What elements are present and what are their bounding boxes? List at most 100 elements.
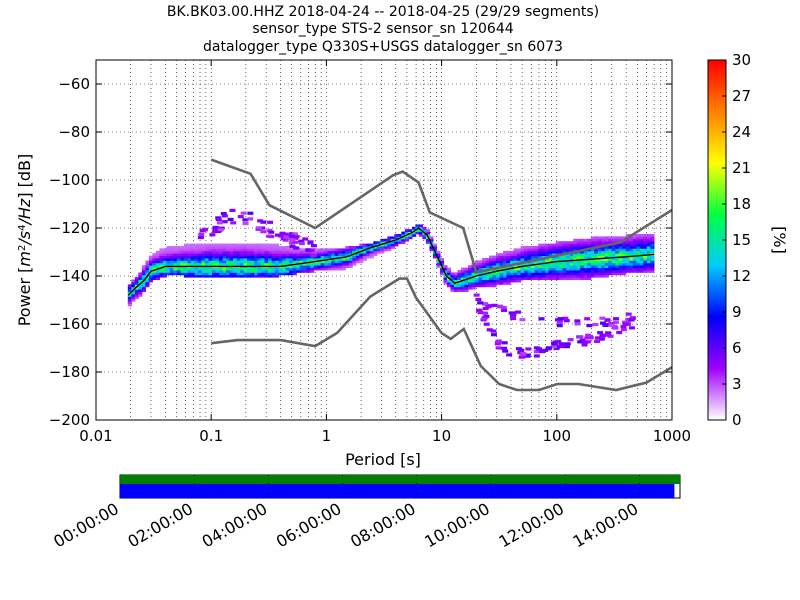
- psd-outlier-cell: [605, 331, 611, 335]
- psd-cell: [222, 267, 227, 271]
- psd-outlier-cell: [305, 248, 312, 252]
- psd-cell: [597, 262, 602, 266]
- psd-cell: [415, 224, 420, 228]
- psd-cell: [604, 258, 609, 261]
- psd-cell: [152, 258, 157, 261]
- psd-cell: [636, 270, 641, 273]
- psd-cell: [643, 243, 648, 247]
- psd-cell: [524, 267, 529, 271]
- psd-cell: [296, 250, 301, 254]
- psd-cell: [271, 250, 276, 254]
- psd-cell: [204, 262, 210, 266]
- psd-cell: [334, 262, 339, 266]
- psd-cell: [169, 260, 175, 264]
- psd-cell: [594, 241, 599, 244]
- psd-cell: [383, 248, 388, 252]
- psd-cell: [278, 260, 283, 264]
- psd-cell: [229, 253, 234, 256]
- psd-outlier-cell: [495, 339, 502, 343]
- psd-cell: [489, 277, 494, 280]
- psd-cell: [478, 267, 483, 271]
- psd-cell: [636, 255, 641, 259]
- psd-cell: [247, 267, 252, 271]
- psd-cell: [439, 258, 445, 261]
- psd-cell: [482, 279, 487, 283]
- psd-cell: [534, 274, 539, 278]
- psd-cell: [215, 270, 220, 273]
- psd-cell: [173, 267, 178, 271]
- psd-cell: [408, 229, 413, 232]
- psd-cell: [201, 248, 206, 252]
- psd-cell: [580, 250, 585, 254]
- psd-cell: [218, 260, 224, 264]
- psd-outlier-cell: [533, 354, 540, 358]
- psd-cell: [489, 262, 494, 266]
- psd-cell: [580, 262, 585, 266]
- psd-cell: [141, 272, 146, 276]
- psd-cell: [608, 258, 613, 261]
- psd-cell: [622, 258, 627, 261]
- psd-cell: [527, 255, 532, 259]
- psd-cell: [397, 238, 402, 242]
- psd-cell: [222, 250, 227, 254]
- psd-cell: [275, 267, 280, 271]
- psd-cell: [152, 272, 157, 276]
- psd-cell: [457, 272, 462, 276]
- psd-outlier-cell: [539, 349, 546, 354]
- psd-cell: [611, 262, 616, 266]
- psd-cell: [467, 272, 473, 276]
- psd-cell: [348, 258, 353, 261]
- psd-cell: [331, 253, 336, 256]
- psd-cell: [359, 250, 364, 254]
- psd-cell: [264, 258, 269, 261]
- psd-cell: [296, 265, 301, 268]
- psd-cell: [611, 260, 616, 264]
- psd-cell: [155, 270, 160, 273]
- psd-cell: [467, 274, 473, 278]
- psd-cell: [650, 260, 655, 264]
- psd-cell: [594, 265, 599, 268]
- psd-cell: [541, 270, 546, 273]
- psd-cell: [261, 260, 266, 264]
- psd-cell: [632, 246, 637, 249]
- psd-cell: [467, 270, 473, 273]
- psd-cell: [208, 258, 213, 261]
- psd-cell: [226, 267, 231, 271]
- psd-cell: [499, 262, 504, 266]
- psd-cell: [632, 270, 637, 273]
- psd-cell: [173, 250, 178, 254]
- psd-cell: [604, 253, 609, 256]
- psd-cell: [615, 267, 620, 271]
- psd-cell: [608, 272, 613, 276]
- psd-cell: [317, 265, 322, 268]
- psd-cell: [573, 258, 578, 261]
- psd-cell: [404, 236, 409, 240]
- psd-cell: [201, 246, 206, 249]
- psd-cell: [446, 282, 452, 285]
- psd-cell: [275, 253, 280, 256]
- psd-cell: [478, 262, 483, 266]
- psd-cell: [646, 262, 651, 266]
- psd-cell: [643, 238, 648, 242]
- psd-outlier-cell: [621, 320, 628, 324]
- psd-cell: [587, 262, 592, 266]
- psd-cell: [471, 286, 476, 290]
- psd-outlier-cell: [564, 345, 570, 349]
- psd-outlier-cell: [562, 316, 569, 320]
- psd-cell: [566, 270, 571, 273]
- psd-cell: [369, 250, 374, 254]
- psd-cell: [215, 246, 220, 249]
- psd-cell: [552, 274, 557, 278]
- psd-outlier-cell: [608, 322, 615, 326]
- psd-cell: [590, 267, 595, 271]
- psd-cell: [169, 258, 175, 261]
- psd-cell: [639, 267, 644, 271]
- psd-cell: [520, 253, 525, 256]
- psd-cell: [520, 255, 525, 259]
- psd-outlier-cell: [282, 232, 289, 236]
- psd-cell: [580, 277, 585, 280]
- psd-cell: [475, 265, 480, 268]
- psd-cell: [243, 272, 248, 276]
- psd-cell: [467, 282, 473, 285]
- psd-cell: [594, 272, 599, 276]
